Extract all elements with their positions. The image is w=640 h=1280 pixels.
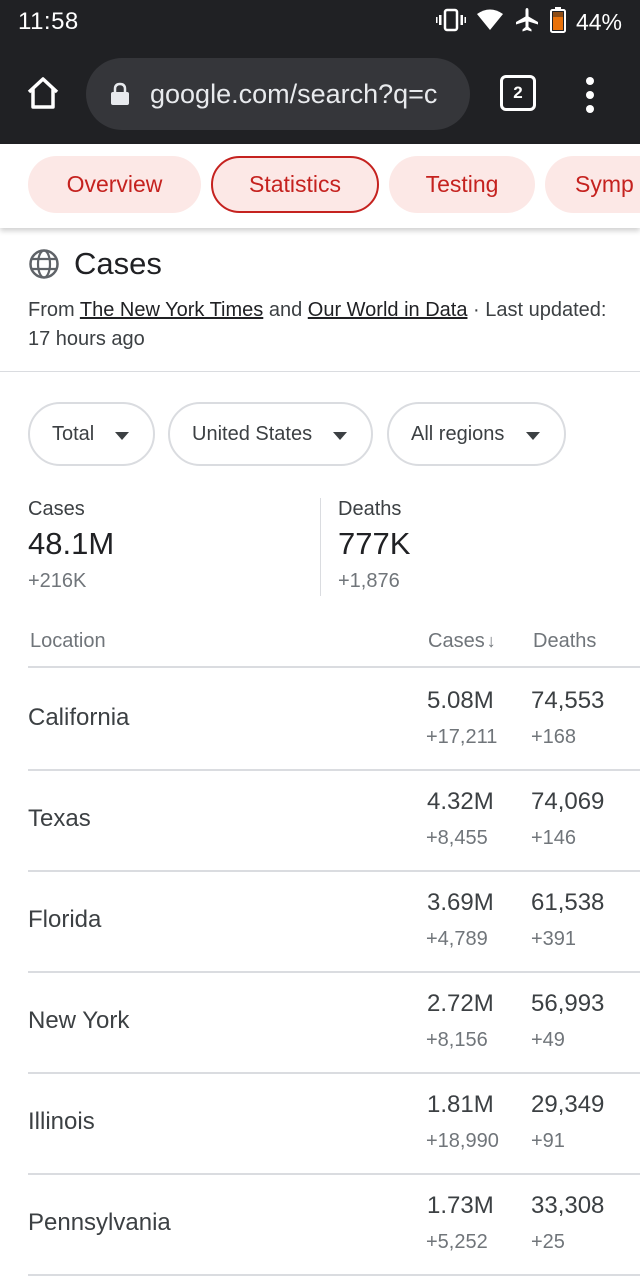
row-deaths-change: +25 bbox=[531, 1231, 565, 1253]
total-deaths-change: +1,876 bbox=[338, 570, 400, 592]
table-row[interactable]: Texas 4.32M +8,455 74,069 +146 bbox=[28, 771, 640, 872]
row-deaths: 74,553 bbox=[531, 687, 605, 714]
column-header-deaths[interactable]: Deaths bbox=[533, 630, 597, 652]
row-cases-change: +8,455 bbox=[426, 827, 488, 849]
dropdown-caret-icon bbox=[526, 432, 540, 440]
table-row[interactable]: Illinois 1.81M +18,990 29,349 +91 bbox=[28, 1074, 640, 1175]
row-deaths-change: +391 bbox=[531, 928, 577, 950]
row-cases-change: +17,211 bbox=[426, 726, 498, 748]
vibrate-icon bbox=[435, 8, 466, 37]
row-location: Florida bbox=[28, 906, 102, 933]
total-cases-change: +216K bbox=[28, 570, 87, 592]
table-header: Location Cases ↓ Deaths bbox=[28, 624, 640, 668]
cases-header: Cases From The New York Times and Our Wo… bbox=[28, 244, 628, 354]
row-deaths: 56,993 bbox=[531, 990, 605, 1017]
last-updated: · Last updated: 17 hours ago bbox=[28, 299, 607, 350]
total-cases: Cases 48.1M +216K bbox=[28, 498, 114, 596]
table-row[interactable]: Pennsylvania 1.73M +5,252 33,308 +25 bbox=[28, 1175, 640, 1276]
menu-dot bbox=[586, 77, 594, 85]
row-cases: 4.32M bbox=[427, 788, 494, 815]
menu-dot bbox=[586, 105, 594, 113]
total-deaths-label: Deaths bbox=[338, 498, 402, 520]
table-row[interactable]: Florida 3.69M +4,789 61,538 +391 bbox=[28, 872, 640, 973]
region-dropdown[interactable]: All regions bbox=[387, 402, 566, 466]
menu-dot bbox=[586, 91, 594, 99]
airplane-mode-icon bbox=[514, 7, 540, 38]
home-icon bbox=[25, 75, 61, 116]
row-cases: 5.08M bbox=[427, 687, 494, 714]
more-vert-icon[interactable] bbox=[576, 74, 604, 116]
row-deaths-change: +49 bbox=[531, 1029, 565, 1051]
source-prefix: From bbox=[28, 299, 80, 321]
row-cases: 2.72M bbox=[427, 990, 494, 1017]
tab-count: 2 bbox=[513, 83, 523, 102]
totals-divider bbox=[320, 498, 321, 596]
row-cases-change: +18,990 bbox=[426, 1130, 499, 1152]
dropdown-caret-icon bbox=[333, 432, 347, 440]
row-cases: 1.81M bbox=[427, 1091, 494, 1118]
row-deaths: 74,069 bbox=[531, 788, 605, 815]
row-cases: 1.73M bbox=[427, 1192, 494, 1219]
column-header-cases[interactable]: Cases ↓ bbox=[428, 630, 496, 653]
home-button[interactable] bbox=[22, 74, 64, 116]
column-header-cases-label: Cases bbox=[428, 630, 485, 652]
region-value: All regions bbox=[411, 422, 505, 445]
row-cases-change: +8,156 bbox=[426, 1029, 488, 1051]
topic-chips: Overview Statistics Testing Symp bbox=[0, 144, 640, 228]
chip-overview[interactable]: Overview bbox=[28, 156, 201, 213]
status-time: 11:58 bbox=[18, 8, 79, 35]
section-divider bbox=[0, 371, 640, 372]
country-dropdown[interactable]: United States bbox=[168, 402, 373, 466]
totals-summary: Cases 48.1M +216K Deaths 777K +1,876 bbox=[28, 498, 628, 598]
country-value: United States bbox=[192, 422, 313, 445]
period-value: Total bbox=[52, 422, 95, 445]
row-location: Texas bbox=[28, 805, 91, 832]
total-cases-label: Cases bbox=[28, 498, 85, 520]
table-row[interactable]: New York 2.72M +8,156 56,993 +49 bbox=[28, 973, 640, 1074]
source-link-owid[interactable]: Our World in Data bbox=[307, 299, 468, 321]
source-line: From The New York Times and Our World in… bbox=[28, 296, 628, 354]
row-deaths-change: +146 bbox=[531, 827, 577, 849]
address-bar[interactable]: google.com/search?q=c bbox=[86, 58, 470, 130]
row-location: New York bbox=[28, 1007, 130, 1034]
chip-statistics[interactable]: Statistics bbox=[211, 156, 379, 213]
wifi-icon bbox=[476, 8, 504, 37]
tab-switcher-button[interactable]: 2 bbox=[500, 75, 536, 111]
row-location: California bbox=[28, 704, 130, 731]
battery-percent: 44% bbox=[575, 8, 622, 35]
dropdown-caret-icon bbox=[115, 432, 129, 440]
row-location: Pennsylvania bbox=[28, 1209, 171, 1236]
row-cases: 3.69M bbox=[427, 889, 494, 916]
row-cases-change: +4,789 bbox=[426, 928, 488, 950]
period-dropdown[interactable]: Total bbox=[28, 402, 155, 466]
chip-symptoms[interactable]: Symp bbox=[545, 156, 640, 213]
row-deaths-change: +168 bbox=[531, 726, 577, 748]
row-cases-change: +5,252 bbox=[426, 1231, 488, 1253]
table-row[interactable]: California 5.08M +17,211 74,553 +168 bbox=[28, 670, 640, 771]
source-link-nyt[interactable]: The New York Times bbox=[79, 299, 264, 321]
globe-icon bbox=[28, 248, 60, 280]
lock-icon bbox=[110, 81, 130, 107]
row-deaths: 33,308 bbox=[531, 1192, 605, 1219]
total-deaths: Deaths 777K +1,876 bbox=[338, 498, 410, 596]
total-deaths-value: 777K bbox=[338, 526, 411, 561]
total-cases-value: 48.1M bbox=[28, 526, 115, 561]
row-deaths: 61,538 bbox=[531, 889, 605, 916]
sort-arrow-icon: ↓ bbox=[486, 631, 496, 651]
browser-toolbar: google.com/search?q=c 2 bbox=[0, 44, 640, 144]
url-text: google.com/search?q=c bbox=[150, 78, 438, 109]
row-deaths-change: +91 bbox=[531, 1130, 565, 1152]
row-location: Illinois bbox=[28, 1108, 95, 1135]
cases-title: Cases bbox=[74, 246, 162, 281]
status-icons: 44% bbox=[435, 6, 622, 38]
column-header-location[interactable]: Location bbox=[30, 630, 106, 652]
row-deaths: 29,349 bbox=[531, 1091, 605, 1118]
battery-icon bbox=[549, 6, 566, 38]
status-bar: 11:58 bbox=[0, 0, 640, 44]
chip-testing[interactable]: Testing bbox=[389, 156, 535, 213]
source-and: and bbox=[263, 299, 308, 321]
